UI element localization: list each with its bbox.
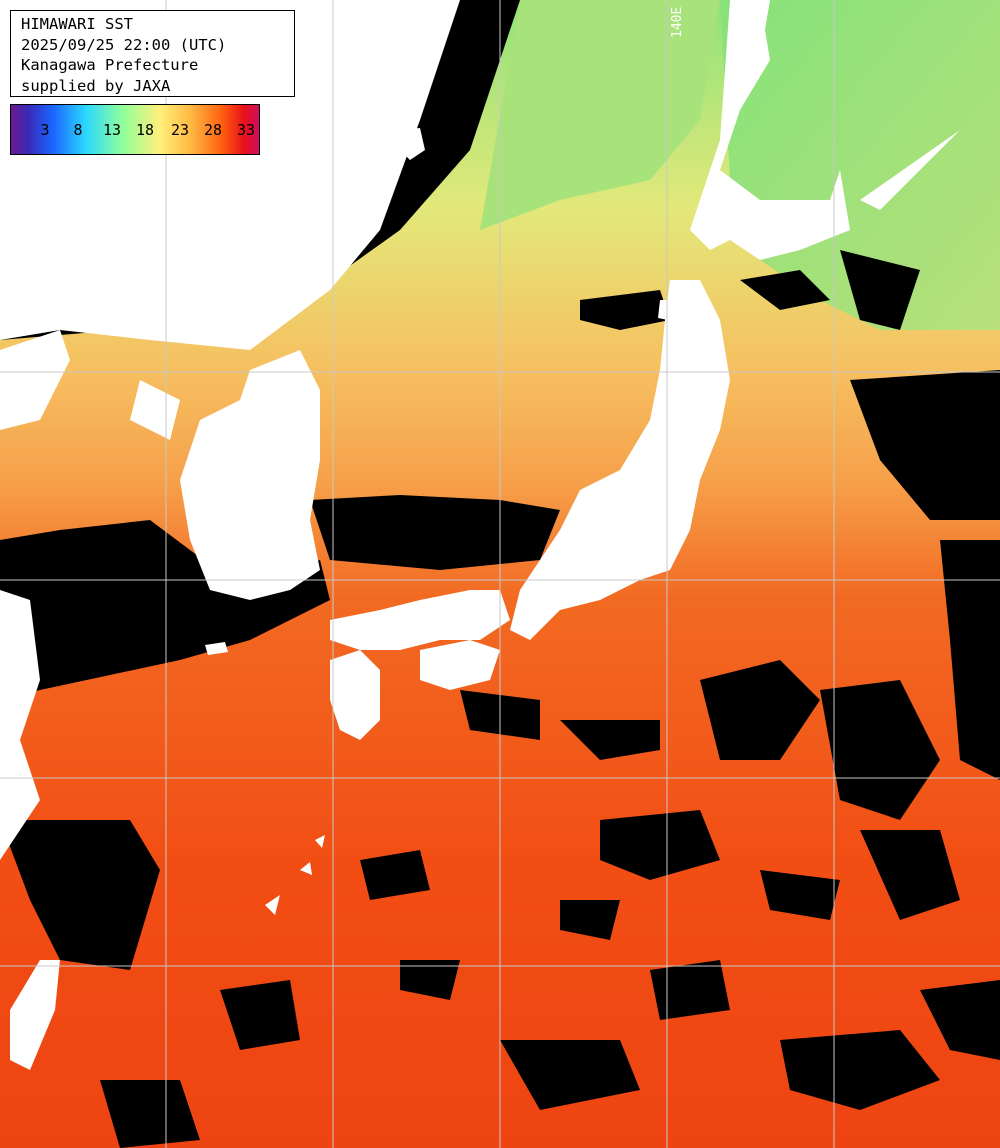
land-shikoku: [420, 640, 500, 690]
land-shandong: [0, 330, 70, 430]
legend-label: 33: [236, 121, 256, 139]
legend-label: 23: [170, 121, 190, 139]
land-east-china: [0, 590, 40, 860]
land-hokkaido: [690, 0, 850, 260]
land-kyushu: [330, 650, 380, 740]
sea-surface-north-west: [480, 0, 720, 230]
land-honshu: [510, 280, 730, 640]
longitude-label: 140E: [670, 6, 685, 38]
legend-label: 3: [40, 121, 50, 139]
info-box: HIMAWARI SST 2025/09/25 22:00 (UTC) Kana…: [10, 10, 295, 97]
legend-label: 13: [102, 121, 122, 139]
legend-label: 8: [73, 121, 83, 139]
land-korea: [180, 350, 320, 600]
map-datetime: 2025/09/25 22:00 (UTC): [21, 35, 227, 54]
legend-label: 18: [135, 121, 155, 139]
map-title: HIMAWARI SST: [21, 15, 133, 33]
legend-label: 28: [203, 121, 223, 139]
color-legend: 3 8 13 18 23 28 33: [10, 104, 260, 155]
map-credit: supplied by JAXA: [21, 76, 171, 95]
land-taiwan: [10, 960, 60, 1070]
map-region: Kanagawa Prefecture: [21, 56, 199, 74]
